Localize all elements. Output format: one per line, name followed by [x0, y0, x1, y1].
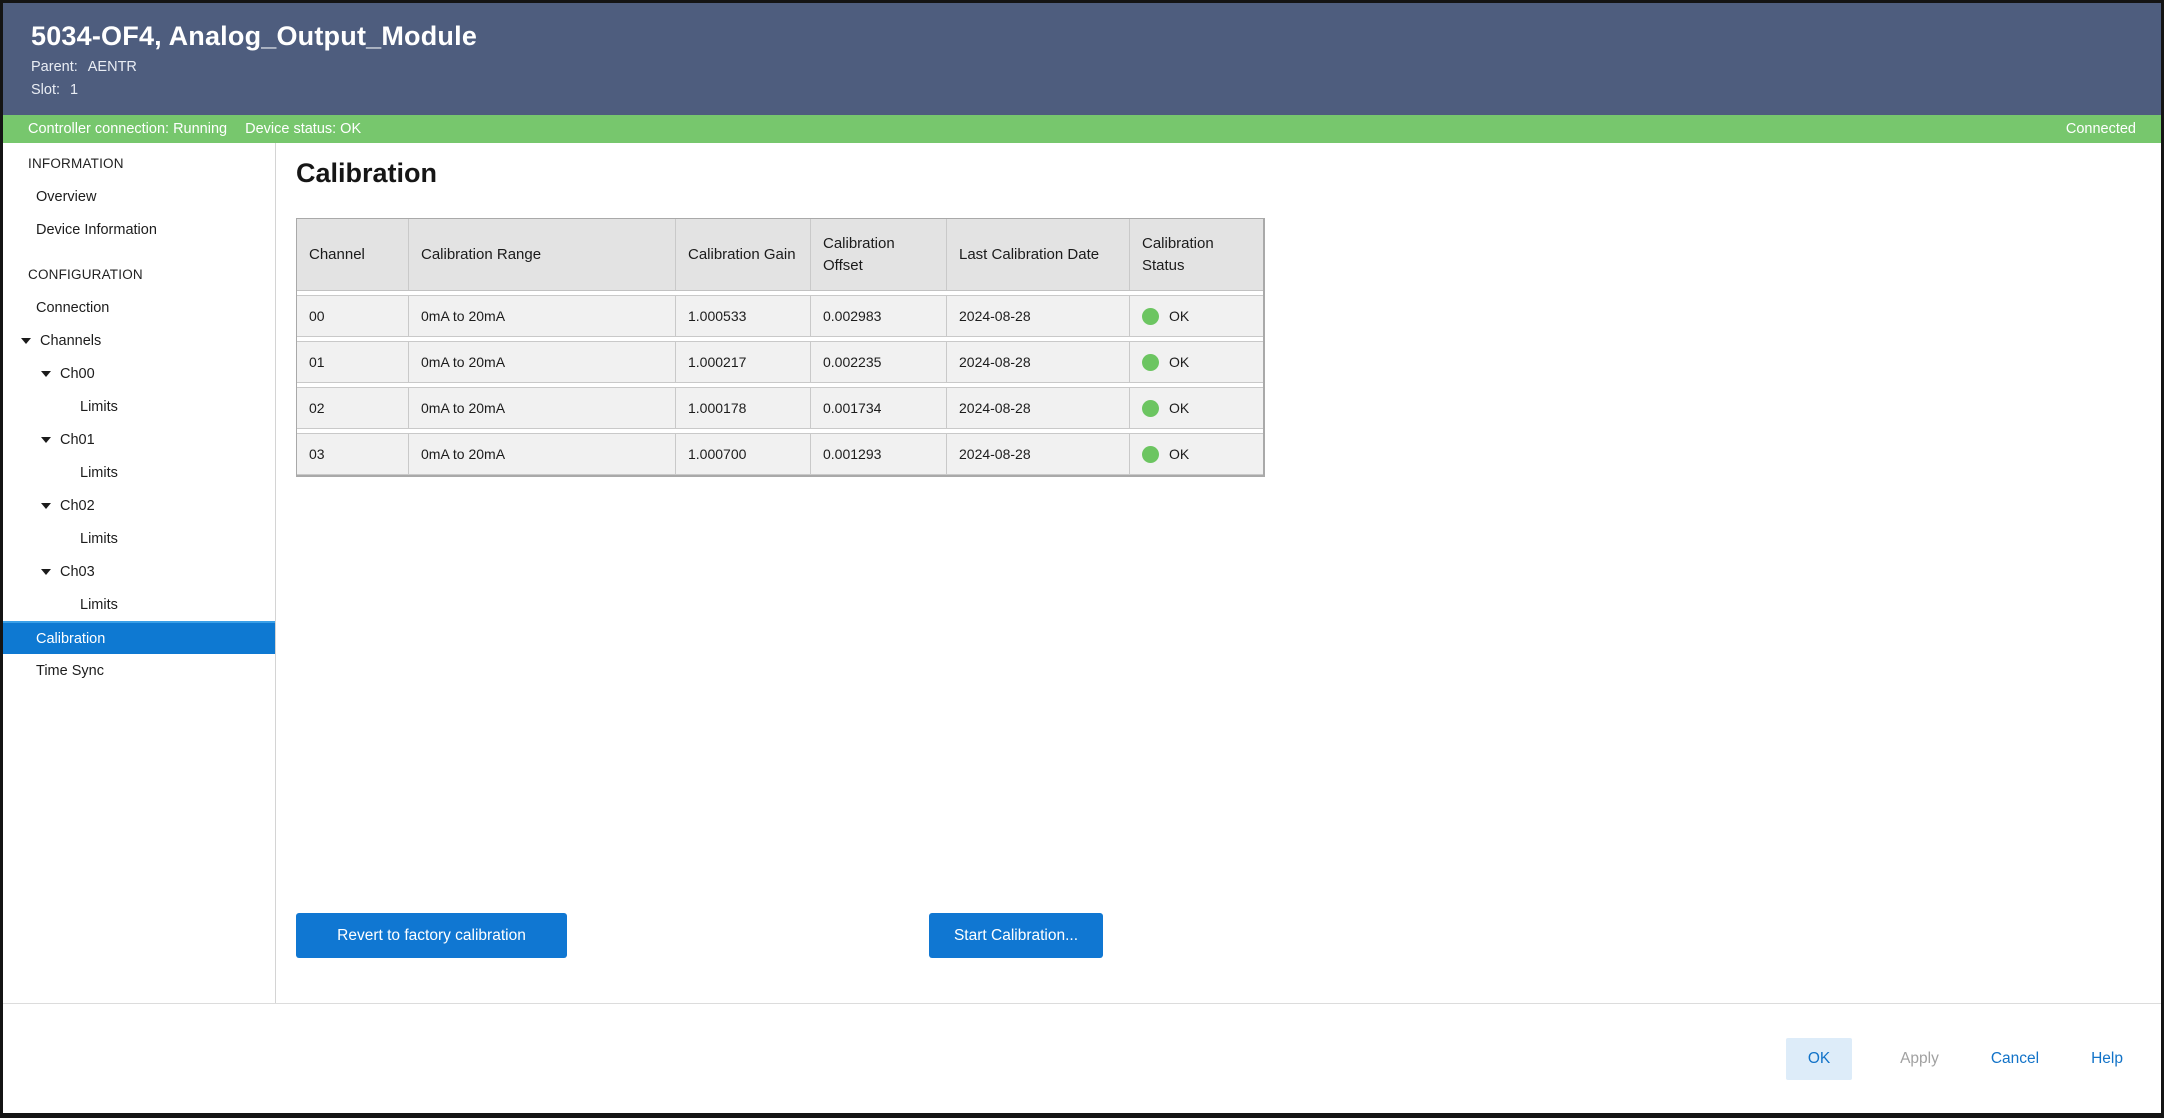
parent-label: Parent:: [31, 59, 78, 75]
sidebar-item-ch03[interactable]: Ch03: [3, 555, 275, 588]
table-row: 02 0mA to 20mA 1.000178 0.001734 2024-08…: [297, 387, 1263, 429]
cell-date: 2024-08-28: [947, 388, 1130, 428]
cell-offset: 0.001293: [811, 434, 947, 474]
dialog-footer: OK Apply Cancel Help: [3, 1003, 2161, 1113]
cell-offset: 0.002983: [811, 296, 947, 336]
slot-label: Slot:: [31, 82, 61, 98]
cell-status: OK: [1130, 342, 1263, 382]
cell-range: 0mA to 20mA: [409, 434, 676, 474]
parent-value: AENTR: [87, 59, 137, 75]
cell-gain: 1.000217: [676, 342, 811, 382]
calibration-table: Channel Calibration Range Calibration Ga…: [296, 218, 1265, 477]
help-button[interactable]: Help: [2087, 1040, 2127, 1078]
collapse-arrow-icon[interactable]: [41, 370, 51, 377]
cell-range: 0mA to 20mA: [409, 296, 676, 336]
sidebar-item-device-information[interactable]: Device Information: [36, 221, 157, 238]
device-status: Device status: OK: [245, 121, 362, 137]
calibration-page: Calibration Channel Calibration Range Ca…: [276, 143, 2161, 1003]
cell-status: OK: [1130, 388, 1263, 428]
sidebar-nav: INFORMATION Overview Device Information …: [3, 143, 276, 1003]
cell-channel: 03: [297, 434, 409, 474]
column-header-channel: Channel: [297, 219, 409, 290]
collapse-arrow-icon[interactable]: [21, 337, 31, 344]
status-ok-icon: [1142, 353, 1159, 371]
status-ok-icon: [1142, 399, 1159, 417]
cell-offset: 0.001734: [811, 388, 947, 428]
cell-gain: 1.000178: [676, 388, 811, 428]
column-header-status: Calibration Status: [1142, 234, 1214, 274]
page-title: Calibration: [296, 158, 438, 188]
cell-gain: 1.000533: [676, 296, 811, 336]
table-row: 01 0mA to 20mA 1.000217 0.002235 2024-08…: [297, 341, 1263, 383]
collapse-arrow-icon[interactable]: [41, 436, 51, 443]
sidebar-item-overview[interactable]: Overview: [36, 188, 97, 205]
window-title: 5034-OF4, Analog_Output_Module: [31, 21, 478, 51]
column-header-range: Calibration Range: [409, 219, 676, 290]
sidebar-item-ch02[interactable]: Ch02: [3, 489, 275, 522]
ok-button[interactable]: OK: [1786, 1037, 1853, 1080]
cell-channel: 02: [297, 388, 409, 428]
sidebar-item-ch02-limits[interactable]: Limits: [80, 530, 118, 547]
sidebar-item-time-sync[interactable]: Time Sync: [36, 662, 104, 679]
slot-value: 1: [70, 82, 79, 98]
apply-button[interactable]: Apply: [1896, 1040, 1943, 1078]
table-row: 03 0mA to 20mA 1.000700 0.001293 2024-08…: [297, 433, 1263, 475]
connected-badge: Connected: [2065, 121, 2136, 137]
cell-date: 2024-08-28: [947, 296, 1130, 336]
table-row: 00 0mA to 20mA 1.000533 0.002983 2024-08…: [297, 295, 1263, 337]
cell-channel: 00: [297, 296, 409, 336]
cell-gain: 1.000700: [676, 434, 811, 474]
sidebar-item-connection[interactable]: Connection: [36, 299, 110, 316]
sidebar-section-information: INFORMATION: [28, 156, 124, 171]
column-header-gain: Calibration Gain: [676, 219, 811, 290]
cell-channel: 01: [297, 342, 409, 382]
collapse-arrow-icon[interactable]: [41, 568, 51, 575]
sidebar-item-calibration[interactable]: Calibration: [3, 621, 275, 654]
sidebar-item-ch01-limits[interactable]: Limits: [80, 464, 118, 481]
status-ok-icon: [1142, 307, 1159, 325]
column-header-date: Last Calibration Date: [947, 219, 1130, 290]
cell-offset: 0.002235: [811, 342, 947, 382]
sidebar-section-configuration: CONFIGURATION: [28, 267, 143, 282]
cell-status: OK: [1130, 296, 1263, 336]
sidebar-item-ch00[interactable]: Ch00: [3, 357, 275, 390]
cell-status: OK: [1130, 434, 1263, 474]
table-header-row: Channel Calibration Range Calibration Ga…: [297, 219, 1263, 291]
revert-to-factory-calibration-button[interactable]: Revert to factory calibration: [296, 913, 567, 958]
collapse-arrow-icon[interactable]: [41, 502, 51, 509]
cancel-button[interactable]: Cancel: [1987, 1040, 2043, 1078]
sidebar-item-channels[interactable]: Channels: [3, 324, 275, 357]
cell-range: 0mA to 20mA: [409, 388, 676, 428]
cell-date: 2024-08-28: [947, 342, 1130, 382]
connection-status-bar: Controller connection: Running Device st…: [3, 115, 2161, 143]
cell-range: 0mA to 20mA: [409, 342, 676, 382]
title-bar: 5034-OF4, Analog_Output_Module Parent: AE…: [3, 3, 2161, 115]
slot-line: Slot: 1: [31, 82, 2136, 98]
column-header-offset: Calibration Offset: [811, 219, 947, 290]
controller-connection-status: Controller connection: Running: [28, 121, 228, 137]
start-calibration-button[interactable]: Start Calibration...: [929, 913, 1103, 958]
status-ok-icon: [1142, 445, 1159, 463]
sidebar-item-ch01[interactable]: Ch01: [3, 423, 275, 456]
parent-line: Parent: AENTR: [31, 59, 2136, 75]
sidebar-item-ch03-limits[interactable]: Limits: [80, 596, 118, 613]
cell-date: 2024-08-28: [947, 434, 1130, 474]
sidebar-item-ch00-limits[interactable]: Limits: [80, 398, 118, 415]
